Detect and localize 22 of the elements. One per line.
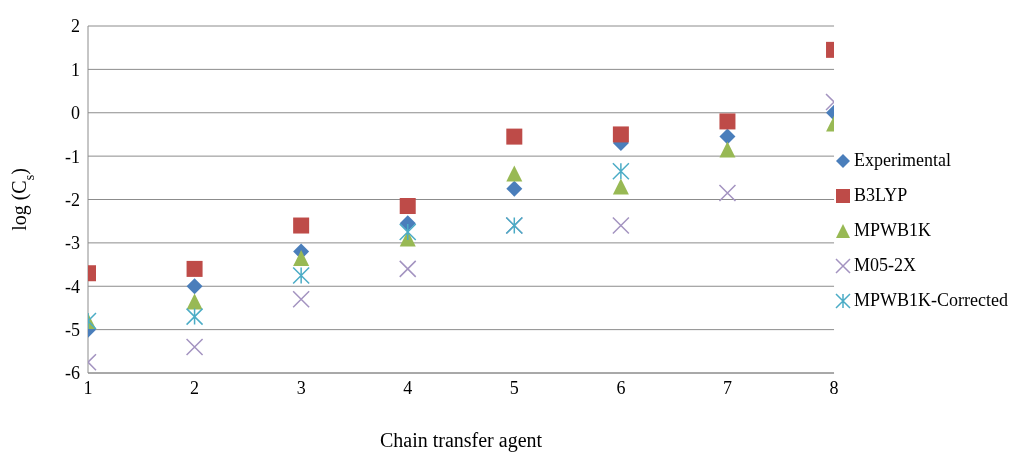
- legend-label: M05-2X: [854, 255, 917, 276]
- y-tick-label: -5: [65, 320, 80, 341]
- x-axis-title: Chain transfer agent: [379, 429, 543, 452]
- x-tick-label: 2: [190, 377, 200, 398]
- x-tick-label: 8: [829, 377, 839, 398]
- legend-label: B3LYP: [854, 185, 908, 206]
- y-tick-label: -2: [65, 189, 80, 210]
- legend-label: MPWB1K: [854, 220, 932, 241]
- legend-label: MPWB1K-Corrected: [854, 290, 1008, 311]
- y-tick-label: -4: [65, 276, 80, 297]
- x-tick-label: 5: [509, 377, 519, 398]
- y-tick-label: -1: [65, 146, 80, 167]
- y-tick-label: -6: [65, 363, 80, 384]
- x-tick-label: 6: [616, 377, 626, 398]
- y-tick-label: 1: [71, 59, 80, 80]
- x-tick-label: 3: [296, 377, 306, 398]
- x-tick-label: 4: [403, 377, 413, 398]
- y-tick-label: 2: [71, 16, 80, 37]
- legend-label: Experimental: [854, 150, 951, 171]
- x-tick-label: 7: [722, 377, 732, 398]
- y-tick-label: -3: [65, 233, 80, 254]
- y-tick-label: 0: [71, 103, 80, 124]
